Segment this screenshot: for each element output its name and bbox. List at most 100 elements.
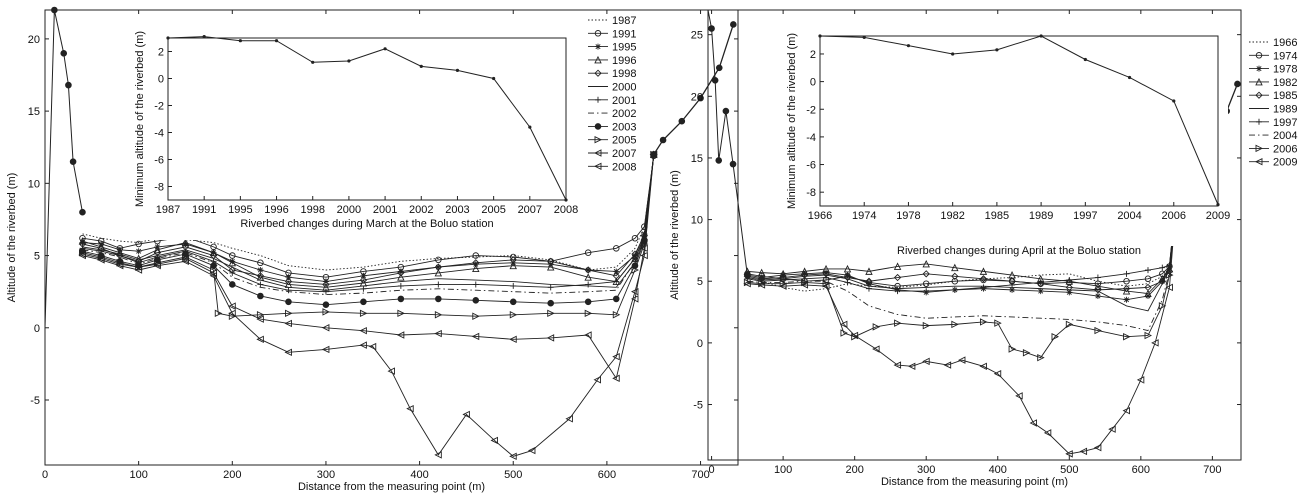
data-point	[1122, 287, 1131, 295]
inset-data-point	[311, 60, 315, 64]
data-point	[865, 285, 872, 292]
inset-frame	[167, 37, 567, 201]
inset-x-tick-label: 2005	[481, 204, 505, 216]
data-point	[800, 281, 809, 289]
data-point	[1037, 279, 1044, 286]
data-point	[472, 312, 480, 320]
legend-label: 2002	[612, 108, 636, 120]
data-point	[78, 251, 86, 260]
y-tick-label: 25	[691, 30, 703, 42]
legend-label: 1987	[612, 15, 636, 27]
legend-label: 1996	[612, 55, 636, 67]
inset-data-point	[455, 68, 460, 72]
data-point	[360, 285, 367, 292]
inset-y-tick-label: -6	[154, 155, 164, 167]
x-tick-label: 300	[317, 469, 335, 481]
legend-entry-2009: 2009	[1249, 157, 1297, 169]
data-point	[979, 275, 988, 283]
inset-data-point	[1127, 75, 1132, 80]
inset-data-point	[995, 48, 999, 52]
bank-point	[65, 81, 72, 89]
inset-x-tick-label: 1978	[896, 210, 920, 222]
inset-chart: -8 -6 -4 -2 0 2 1966 1974 1978 1982 1985 1989 1997 20…	[786, 28, 1230, 257]
data-point	[743, 267, 752, 275]
data-point	[509, 311, 518, 319]
series-line	[82, 154, 655, 285]
inset-x-tick-label: 2008	[554, 204, 578, 216]
data-point	[1166, 271, 1174, 279]
data-point	[257, 281, 264, 288]
inset-x-tick-label: 1996	[264, 204, 288, 216]
data-point	[1144, 293, 1151, 300]
data-point	[1093, 443, 1102, 452]
bank-point	[715, 64, 723, 72]
x-tick-label: 0	[42, 469, 48, 481]
inset-x-tick-label: 2009	[1206, 210, 1230, 222]
data-point	[116, 252, 123, 259]
legend-marker	[1255, 77, 1263, 86]
data-point	[1065, 450, 1073, 458]
data-point	[584, 309, 593, 318]
data-point	[1144, 331, 1152, 340]
data-point	[359, 341, 367, 349]
inset-data-point	[166, 36, 170, 40]
data-point	[228, 258, 237, 267]
data-point	[758, 274, 765, 281]
data-point	[779, 269, 787, 278]
bank-point	[715, 157, 723, 164]
bank-point	[659, 136, 667, 144]
data-point	[907, 362, 916, 371]
legend-marker	[595, 96, 601, 103]
data-point	[1151, 339, 1159, 347]
data-point	[612, 374, 620, 383]
data-point	[1043, 429, 1052, 437]
legend-entry-1974: 1974	[1249, 50, 1297, 62]
inset-x-tick-label: 2007	[518, 204, 542, 216]
inset-data-point	[1039, 34, 1043, 38]
x-tick-label: 700	[691, 469, 709, 481]
data-point	[994, 319, 1002, 327]
series-line	[747, 196, 1178, 292]
data-point	[135, 240, 142, 248]
series-1966	[747, 196, 1178, 292]
left-bank-line	[707, 9, 748, 276]
y-tick-label: 0	[34, 323, 40, 335]
inset-chart: -8 -6 -4 -2 0 2 1987 1991 1995 1996 1998 2000 2001 20…	[134, 30, 578, 240]
chart-panel-2: 0 100 200 300 400 500 600 700-50510152025Distan…	[669, 9, 1297, 488]
data-point	[1158, 302, 1167, 310]
data-point	[943, 361, 952, 369]
data-point	[214, 309, 223, 318]
data-point	[228, 302, 236, 310]
legend-entry-2002: 2002	[588, 108, 636, 120]
data-point	[1165, 283, 1173, 292]
data-point	[1159, 264, 1166, 271]
data-point	[951, 272, 959, 280]
legend-label: 1982	[1273, 77, 1297, 89]
data-point	[547, 309, 555, 318]
inset-x-tick-label: 1997	[1073, 210, 1097, 222]
inset-data-point	[951, 52, 955, 56]
legend-marker	[1255, 52, 1263, 59]
x-tick-label: 400	[410, 469, 428, 481]
data-point	[359, 276, 368, 284]
data-point	[397, 309, 405, 318]
legend-entry-1991: 1991	[588, 28, 636, 40]
data-point	[894, 319, 902, 327]
series-line	[82, 155, 655, 278]
data-point	[1094, 326, 1102, 335]
y-tick-label: -5	[30, 395, 40, 407]
legend-label: 1974	[1273, 50, 1297, 62]
data-point	[510, 282, 517, 289]
data-point	[993, 369, 1002, 378]
data-point	[284, 348, 292, 357]
data-point	[321, 345, 330, 354]
data-point	[839, 320, 848, 329]
inset-y-axis-title: Minimum altitude of the riverbed (m)	[134, 31, 146, 207]
legend-marker	[593, 162, 602, 171]
legend-label: 2005	[612, 135, 636, 147]
bank-point	[711, 76, 719, 84]
legend-entry-2008: 2008	[588, 161, 636, 173]
data-point	[922, 321, 931, 330]
data-point	[360, 272, 367, 279]
x-tick-label: 300	[917, 464, 935, 476]
